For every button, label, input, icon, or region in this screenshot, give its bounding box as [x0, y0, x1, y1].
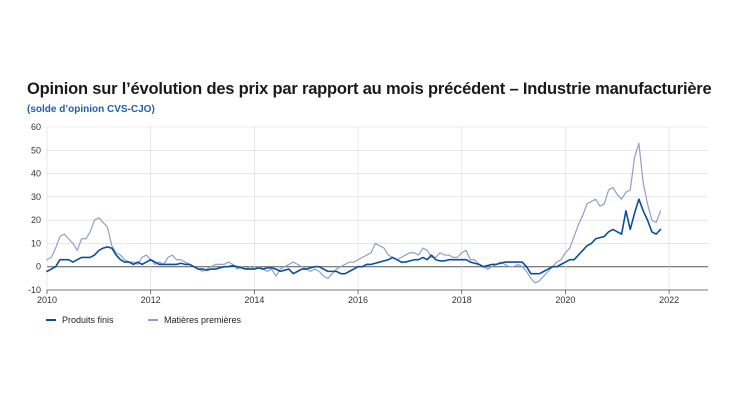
y-tick-label: 30	[31, 192, 41, 202]
y-tick-label: 10	[31, 238, 41, 248]
chart-title: Opinion sur l’évolution des prix par rap…	[27, 80, 712, 98]
grid-layer	[46, 126, 708, 291]
y-tick-label: 40	[31, 169, 41, 179]
legend-label-produits-finis: Produits finis	[62, 315, 114, 325]
axis-layer: -10 0 10 20 30 40 50 60 2010 2012 2014 2016 2018 2020…	[28, 122, 708, 305]
series-line-produits-finis	[46, 198, 662, 275]
x-tick-label: 2018	[452, 295, 472, 305]
series-layer	[46, 142, 662, 284]
legend-item-matieres-premieres: Matières premières	[148, 315, 241, 325]
legend-label-matieres-premieres: Matières premières	[164, 315, 242, 325]
x-tick-label: 2012	[141, 295, 161, 305]
x-tick-label: 2016	[348, 295, 368, 305]
y-tick-label: -10	[28, 285, 41, 295]
y-tick-label: 20	[31, 215, 41, 225]
y-tick-label: 50	[31, 145, 41, 155]
y-tick-label: 0	[36, 262, 41, 272]
legend-swatch-matieres-premieres	[148, 319, 158, 321]
x-tick-label: 2022	[659, 295, 679, 305]
legend-swatch-produits-finis	[46, 319, 56, 321]
y-tick-label: 60	[31, 122, 41, 132]
series-line-matieres-premieres	[46, 142, 662, 284]
chart-subtitle: (solde d’opinion CVS-CJO)	[27, 104, 155, 115]
x-tick-label: 2014	[244, 295, 264, 305]
x-tick-label: 2010	[37, 295, 57, 305]
legend-item-produits-finis: Produits finis	[46, 315, 114, 325]
x-tick-label: 2020	[555, 295, 575, 305]
